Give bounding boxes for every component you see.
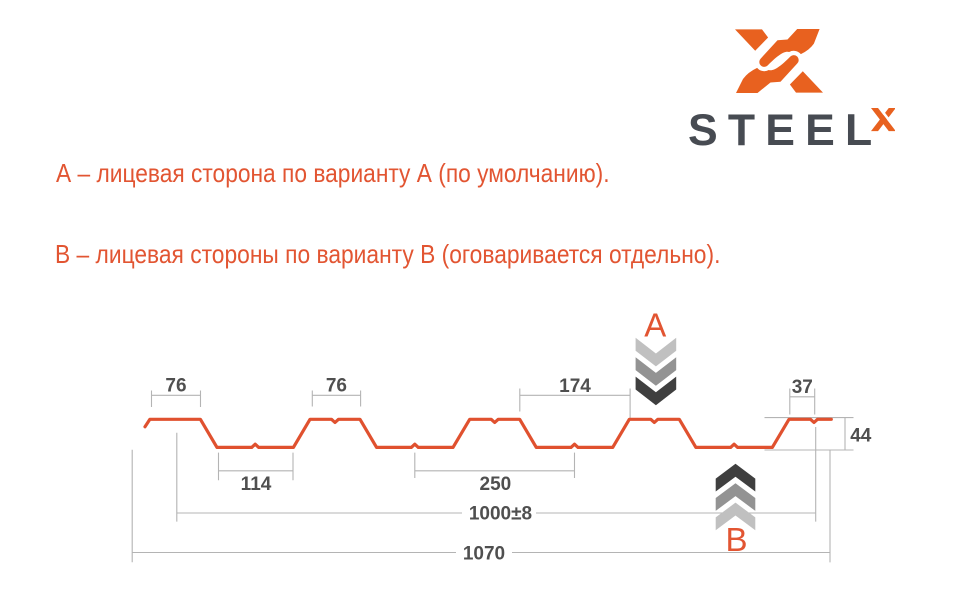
svg-text:250: 250	[480, 474, 512, 495]
svg-text:114: 114	[241, 474, 272, 495]
svg-text:А: А	[644, 307, 666, 344]
svg-text:1000±8: 1000±8	[469, 504, 532, 525]
svg-text:37: 37	[792, 377, 813, 398]
svg-text:174: 174	[559, 376, 591, 397]
svg-text:44: 44	[850, 426, 872, 447]
svg-text:В: В	[725, 521, 747, 558]
svg-text:76: 76	[326, 376, 347, 397]
svg-text:76: 76	[165, 376, 186, 397]
svg-text:1070: 1070	[463, 544, 505, 565]
